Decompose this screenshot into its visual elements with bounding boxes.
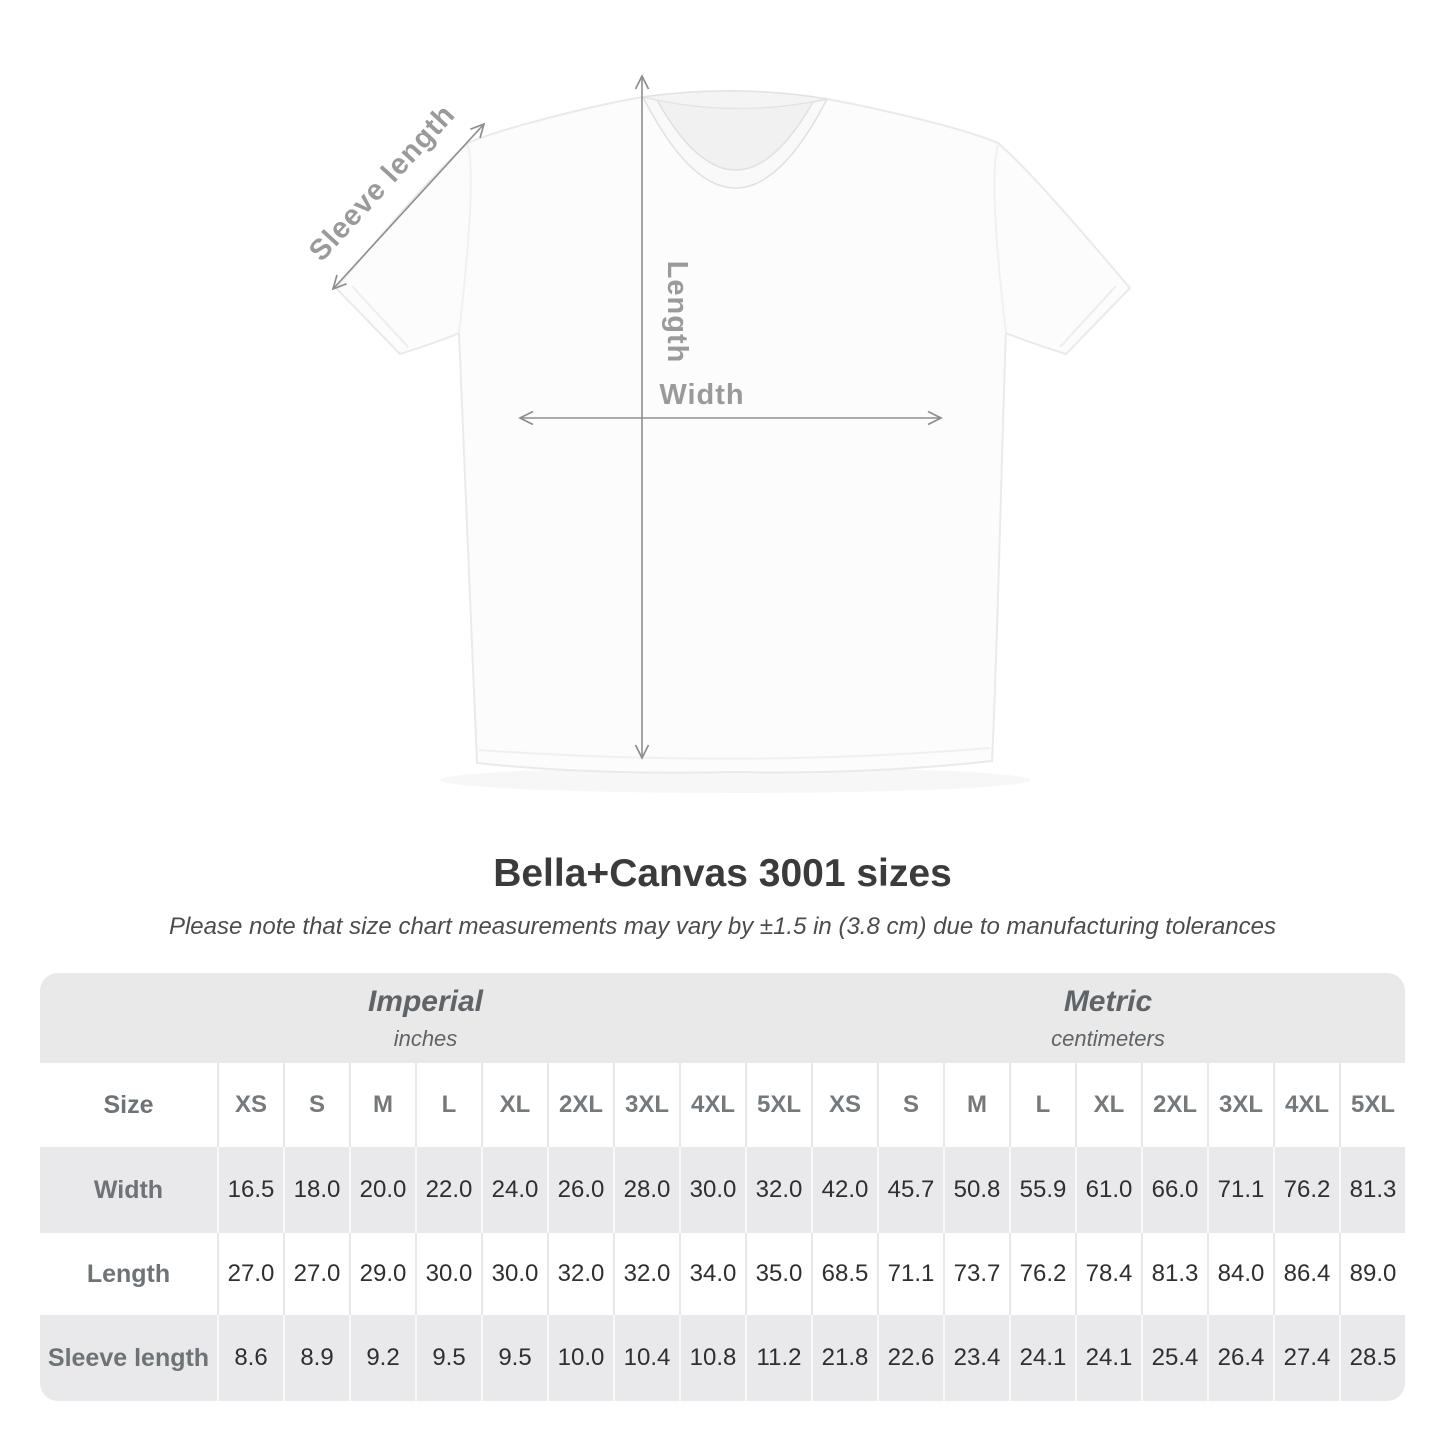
- length-value-cell: 35.0: [745, 1233, 811, 1315]
- sleeve-value-cell: 9.5: [481, 1315, 547, 1401]
- collar-back: [642, 90, 828, 110]
- unit-group-imperial-unit: inches: [393, 1025, 458, 1051]
- length-value-cell: 29.0: [349, 1233, 415, 1315]
- length-value-cell: 30.0: [415, 1233, 481, 1315]
- size-col-header: S: [283, 1063, 349, 1147]
- length-value-cell: 34.0: [679, 1233, 745, 1315]
- size-col-header: S: [877, 1063, 943, 1147]
- width-value-cell: 61.0: [1075, 1147, 1141, 1233]
- size-col-header: 3XL: [1207, 1063, 1273, 1147]
- width-value-cell: 24.0: [481, 1147, 547, 1233]
- sleeve-value-cell: 24.1: [1075, 1315, 1141, 1401]
- length-value-cell: 30.0: [481, 1233, 547, 1315]
- size-col-header: L: [1009, 1063, 1075, 1147]
- right-armhole-seam: [993, 144, 1007, 334]
- sleeve-value-cell: 8.9: [283, 1315, 349, 1401]
- tshirt-body: [334, 90, 1132, 774]
- size-col-header: XS: [811, 1063, 877, 1147]
- left-cuff-seam: [351, 285, 409, 348]
- width-value-cell: 55.9: [1009, 1147, 1075, 1233]
- sleeve-value-cell: 22.6: [877, 1315, 943, 1401]
- size-col-header: 2XL: [547, 1063, 613, 1147]
- width-value-cell: 32.0: [745, 1147, 811, 1233]
- sleeve-length-arrow: [331, 122, 486, 291]
- right-cuff-seam: [1059, 285, 1117, 348]
- hem-seam: [478, 747, 991, 760]
- width-value-cell: 42.0: [811, 1147, 877, 1233]
- size-col-header: 4XL: [679, 1063, 745, 1147]
- size-col-header: XL: [1075, 1063, 1141, 1147]
- width-value-cell: 81.3: [1339, 1147, 1405, 1233]
- sleeve-value-cell: 8.6: [217, 1315, 283, 1401]
- unit-group-metric-unit: centimeters: [1051, 1025, 1165, 1051]
- length-value-cell: 71.1: [877, 1233, 943, 1315]
- tshirt-measurement-diagram: Sleeve length Length Width: [303, 74, 1132, 793]
- page-subtitle: Please note that size chart measurements…: [168, 913, 1277, 940]
- sleeve-value-cell: 27.4: [1273, 1315, 1339, 1401]
- length-value-cell: 68.5: [811, 1233, 877, 1315]
- sleeve-value-cell: 10.4: [613, 1315, 679, 1401]
- size-col-header: M: [349, 1063, 415, 1147]
- unit-group-imperial: Imperial inches: [40, 973, 811, 1063]
- width-value-cell: 45.7: [877, 1147, 943, 1233]
- width-value-cell: 66.0: [1141, 1147, 1207, 1233]
- length-value-cell: 27.0: [217, 1233, 283, 1315]
- size-col-header: XS: [217, 1063, 283, 1147]
- length-value-cell: 76.2: [1009, 1233, 1075, 1315]
- length-value-cell: 32.0: [547, 1233, 613, 1315]
- width-value-cell: 22.0: [415, 1147, 481, 1233]
- sleeve-value-cell: 26.4: [1207, 1315, 1273, 1401]
- row-label-sleeve-length: Sleeve length: [40, 1315, 217, 1401]
- width-label: Width: [659, 379, 744, 411]
- row-label-length: Length: [86, 1259, 171, 1288]
- unit-group-metric-label: Metric: [1063, 984, 1153, 1018]
- sleeve-value-cell: 24.1: [1009, 1315, 1075, 1401]
- sleeve-value-cell: 25.4: [1141, 1315, 1207, 1401]
- sleeve-value-cell: 9.5: [415, 1315, 481, 1401]
- size-header: Size: [103, 1090, 154, 1119]
- size-col-header: 5XL: [745, 1063, 811, 1147]
- size-col-header: 2XL: [1141, 1063, 1207, 1147]
- width-value-cell: 71.1: [1207, 1147, 1273, 1233]
- length-value-cell: 81.3: [1141, 1233, 1207, 1315]
- row-label-width: Width: [40, 1147, 217, 1233]
- size-col-header: XL: [481, 1063, 547, 1147]
- sleeve-value-cell: 11.2: [745, 1315, 811, 1401]
- length-value-cell: 86.4: [1273, 1233, 1339, 1315]
- sleeve-value-cell: 10.0: [547, 1315, 613, 1401]
- width-value-cell: 50.8: [943, 1147, 1009, 1233]
- width-value-cell: 20.0: [349, 1147, 415, 1233]
- size-col-header: M: [943, 1063, 1009, 1147]
- length-value-cell: 84.0: [1207, 1233, 1273, 1315]
- unit-group-imperial-label: Imperial: [367, 984, 484, 1018]
- sleeve-value-cell: 10.8: [679, 1315, 745, 1401]
- sleeve-value-cell: 21.8: [811, 1315, 877, 1401]
- width-value-cell: 30.0: [679, 1147, 745, 1233]
- width-value-cell: 28.0: [613, 1147, 679, 1233]
- unit-group-metric: Metric centimeters: [811, 973, 1405, 1063]
- size-col-header: 3XL: [613, 1063, 679, 1147]
- sleeve-value-cell: 23.4: [943, 1315, 1009, 1401]
- size-col-header: 5XL: [1339, 1063, 1405, 1147]
- size-col-header: 4XL: [1273, 1063, 1339, 1147]
- length-value-cell: 27.0: [283, 1233, 349, 1315]
- page-title: Bella+Canvas 3001 sizes: [493, 852, 952, 895]
- length-value-cell: 89.0: [1339, 1233, 1405, 1315]
- shirt-shadow: [440, 767, 1030, 793]
- size-table: Imperial inches Metric centimeters Size …: [40, 973, 1405, 1401]
- width-value-cell: 76.2: [1273, 1147, 1339, 1233]
- sleeve-value-cell: 28.5: [1339, 1315, 1405, 1401]
- size-col-header: L: [415, 1063, 481, 1147]
- length-value-cell: 32.0: [613, 1233, 679, 1315]
- length-value-cell: 78.4: [1075, 1233, 1141, 1315]
- neck-interior: [643, 97, 827, 171]
- sleeve-value-cell: 9.2: [349, 1315, 415, 1401]
- length-label: Length: [661, 261, 693, 364]
- width-value-cell: 16.5: [217, 1147, 283, 1233]
- width-value-cell: 18.0: [283, 1147, 349, 1233]
- width-value-cell: 26.0: [547, 1147, 613, 1233]
- length-value-cell: 73.7: [943, 1233, 1009, 1315]
